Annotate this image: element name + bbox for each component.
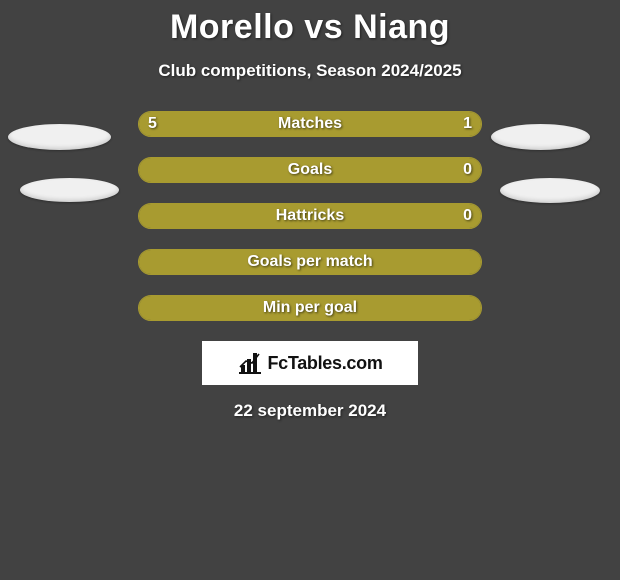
bar-chart-icon <box>237 351 263 375</box>
stat-bar <box>138 295 482 321</box>
stat-row: Matches51 <box>70 111 550 137</box>
stat-bar-left <box>139 112 402 136</box>
stat-row: Hattricks0 <box>70 203 550 229</box>
stat-bar-right <box>402 112 481 136</box>
stat-row: Goals0 <box>70 157 550 183</box>
logo-text: FcTables.com <box>267 353 382 374</box>
date-stamp: 22 september 2024 <box>0 401 620 421</box>
stat-bar-left <box>139 250 481 274</box>
stat-bar-left <box>139 296 481 320</box>
stat-bar-left <box>139 204 481 228</box>
stat-bar-left <box>139 158 481 182</box>
page-subtitle: Club competitions, Season 2024/2025 <box>0 61 620 81</box>
stat-row: Goals per match <box>70 249 550 275</box>
page-title: Morello vs Niang <box>0 0 620 47</box>
stat-bar <box>138 203 482 229</box>
fctables-logo: FcTables.com <box>202 341 418 385</box>
stat-bar <box>138 249 482 275</box>
stat-bar <box>138 111 482 137</box>
stat-row: Min per goal <box>70 295 550 321</box>
comparison-rows: Matches51 Goals0 Hattricks0 Goals per match… <box>70 111 550 321</box>
stat-bar <box>138 157 482 183</box>
